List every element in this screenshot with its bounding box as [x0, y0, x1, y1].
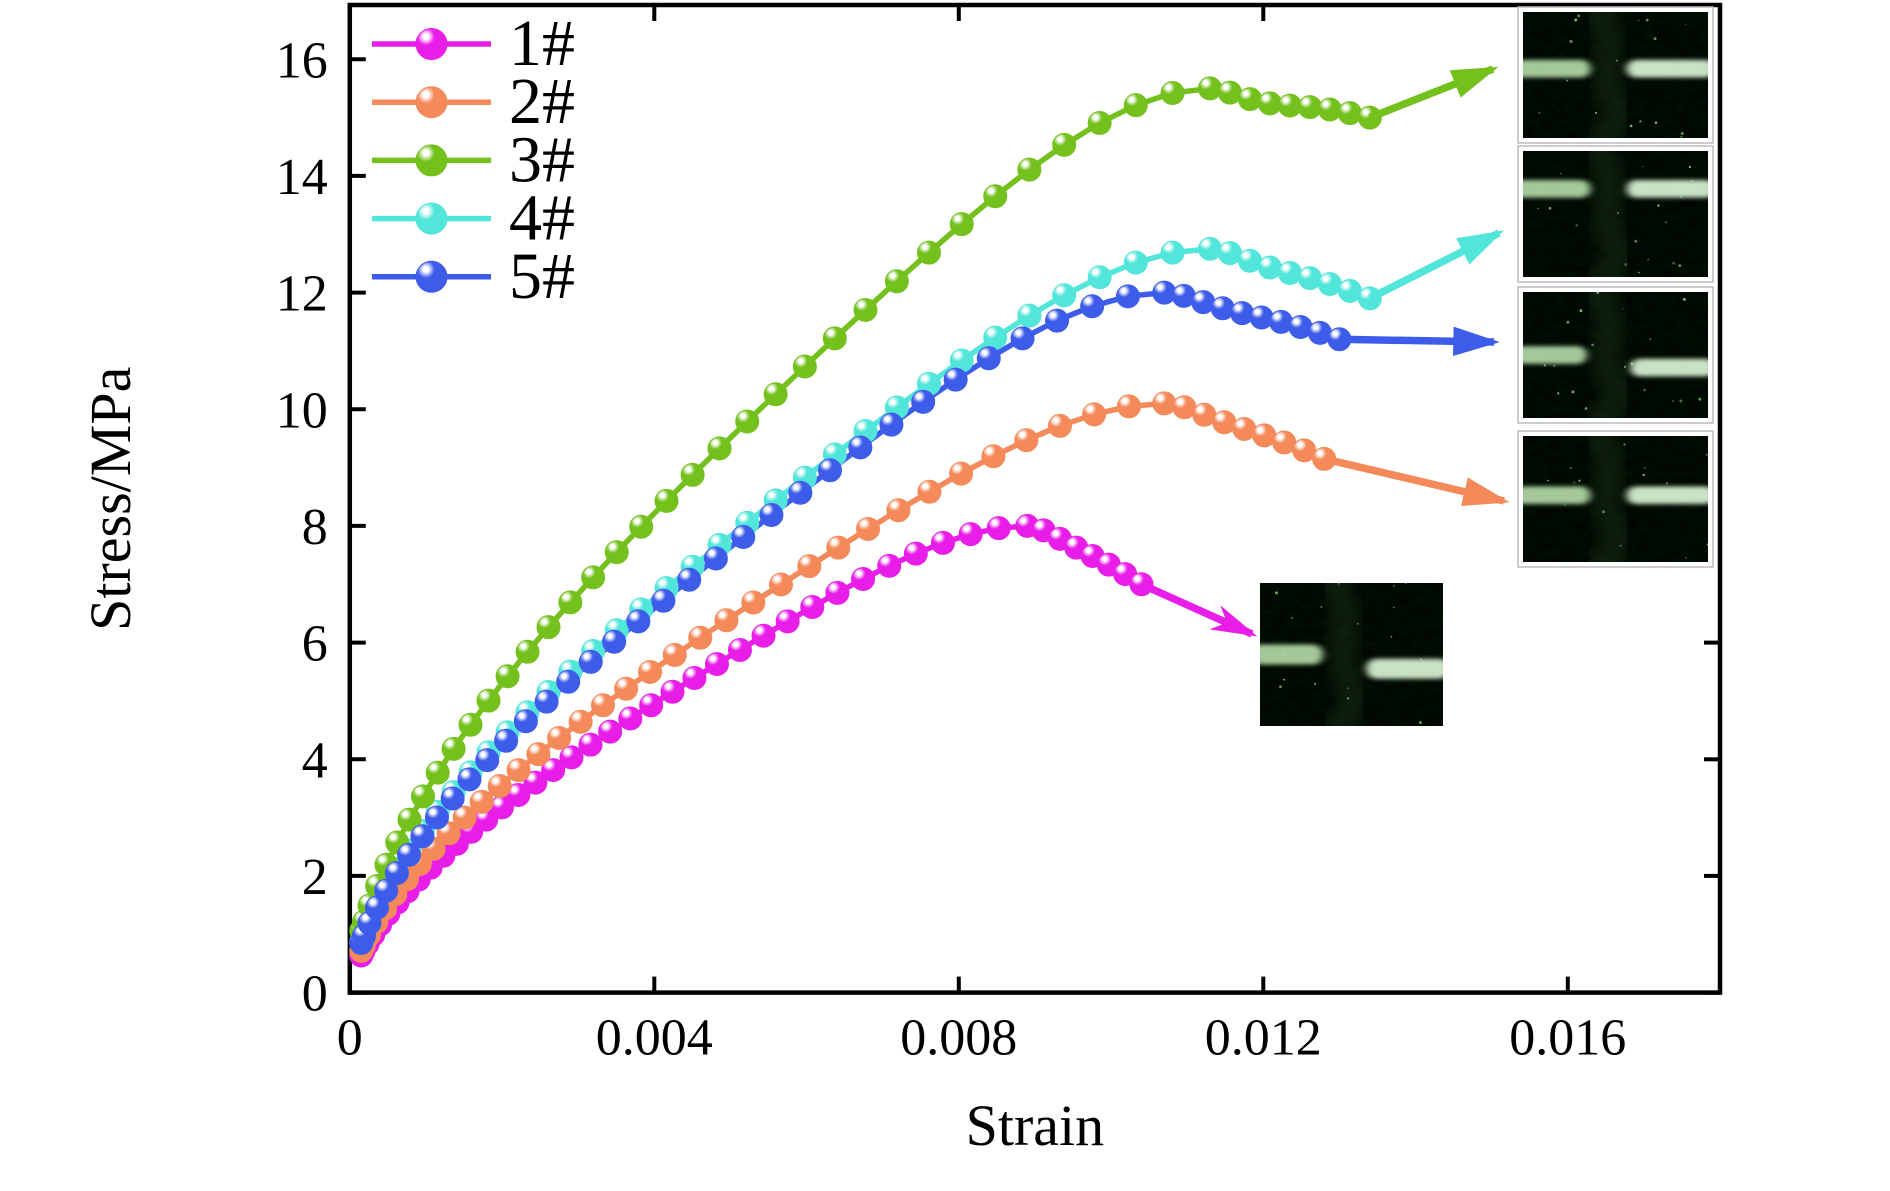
svg-text:6: 6	[302, 616, 328, 673]
svg-text:0.012: 0.012	[1205, 1010, 1322, 1067]
svg-text:8: 8	[302, 499, 328, 556]
svg-text:0: 0	[302, 966, 328, 1023]
svg-text:16: 16	[276, 32, 328, 89]
svg-text:0.016: 0.016	[1509, 1010, 1626, 1067]
svg-text:14: 14	[276, 149, 328, 206]
svg-text:2: 2	[302, 849, 328, 906]
svg-text:5#: 5#	[509, 240, 575, 313]
svg-text:0: 0	[337, 1010, 363, 1067]
svg-text:12: 12	[276, 266, 328, 323]
svg-text:4: 4	[302, 732, 328, 789]
svg-text:Strain: Strain	[966, 1093, 1105, 1158]
svg-text:0.004: 0.004	[596, 1010, 713, 1067]
svg-text:0.008: 0.008	[900, 1010, 1017, 1067]
svg-text:10: 10	[276, 382, 328, 439]
svg-text:Stress/MPa: Stress/MPa	[78, 367, 143, 631]
